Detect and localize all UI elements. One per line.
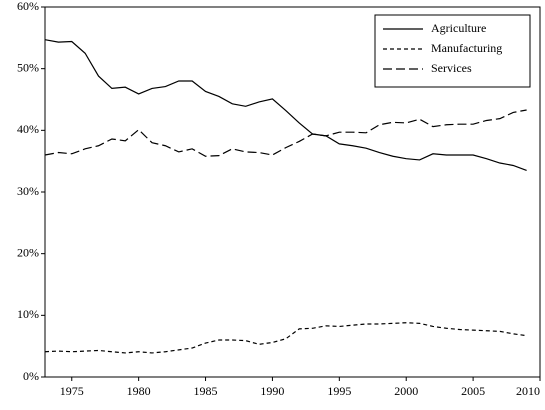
x-tick-label: 1990	[260, 384, 284, 398]
y-tick-label: 60%	[17, 0, 39, 13]
x-tick-label: 1985	[194, 384, 218, 398]
y-tick-label: 30%	[17, 184, 39, 198]
x-tick-label: 2010	[516, 384, 540, 398]
x-tick-label: 1995	[327, 384, 351, 398]
y-tick-label: 50%	[17, 60, 39, 74]
y-tick-label: 20%	[17, 245, 39, 259]
series-line	[44, 39, 527, 171]
y-tick-label: 0%	[23, 369, 39, 383]
series-line	[44, 109, 527, 157]
y-tick-label: 40%	[17, 122, 39, 136]
x-tick-label: 1980	[127, 384, 151, 398]
legend-label: Services	[431, 61, 472, 75]
series-line	[44, 322, 527, 354]
x-tick-label: 2005	[461, 384, 485, 398]
legend-label: Manufacturing	[431, 41, 502, 55]
x-tick-label: 2000	[394, 384, 418, 398]
legend-label: Agriculture	[431, 21, 486, 35]
y-tick-label: 10%	[17, 307, 39, 321]
legend-box	[374, 14, 531, 88]
x-tick-label: 1975	[60, 384, 84, 398]
